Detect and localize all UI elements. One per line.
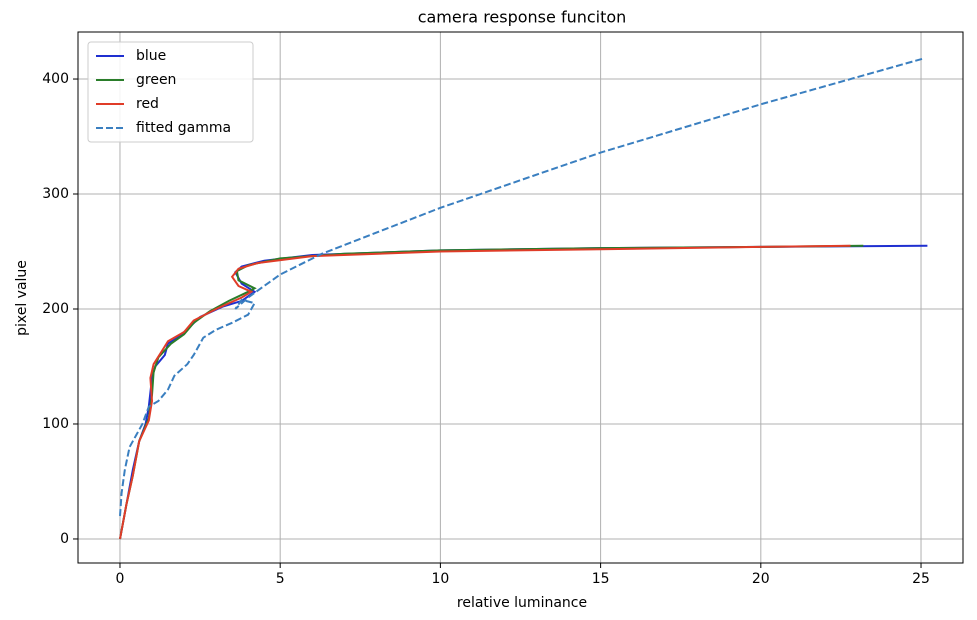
y-tick-label: 0 (60, 531, 69, 547)
line-series (119, 57, 925, 517)
legend-label: blue (136, 48, 166, 64)
x-axis-label: relative luminance (457, 595, 587, 611)
y-tick-label: 300 (42, 186, 69, 202)
x-tick-label: 15 (592, 571, 610, 587)
legend-label: red (136, 96, 159, 112)
y-axis-label: pixel value (14, 260, 30, 336)
line-series (119, 244, 864, 540)
x-tick-label: 20 (752, 571, 770, 587)
y-tick-label: 100 (42, 416, 69, 432)
x-tick-label: 10 (431, 571, 449, 587)
legend-label: green (136, 72, 176, 88)
y-tick-label: 200 (42, 301, 69, 317)
legend-box (87, 41, 254, 143)
chart-title: camera response funciton (418, 8, 627, 27)
line-series (119, 244, 851, 540)
x-tick-label: 0 (116, 571, 125, 587)
y-tick-label: 400 (42, 71, 69, 87)
legend-label: fitted gamma (136, 120, 231, 136)
x-tick-label: 25 (912, 571, 930, 587)
x-tick-label: 5 (276, 571, 285, 587)
line-series (119, 244, 928, 540)
plot-frame (77, 31, 964, 564)
